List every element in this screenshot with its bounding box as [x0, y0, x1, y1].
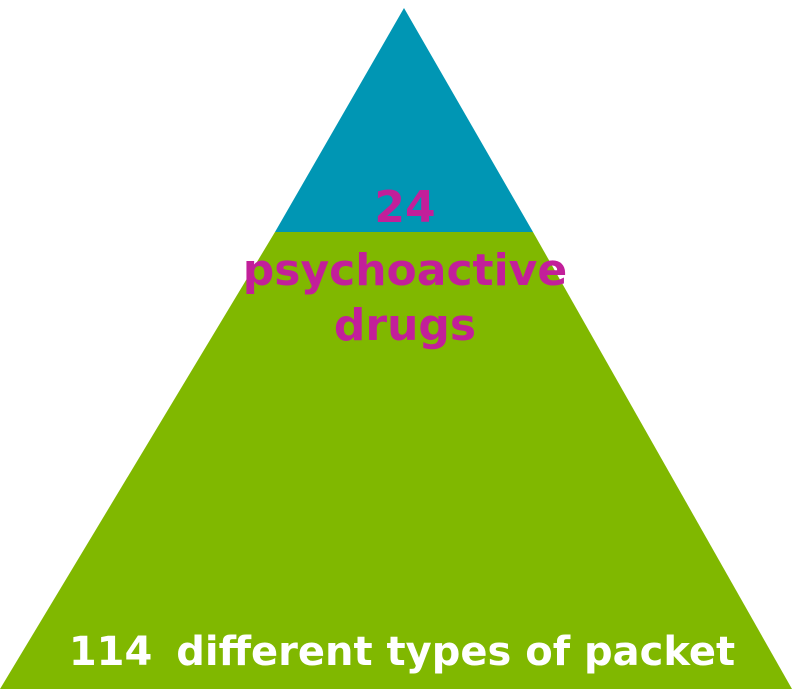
top-category-label-line2: drugs: [334, 300, 476, 351]
base-count-label: 114: [69, 629, 153, 675]
pyramid-top-section: [275, 8, 533, 232]
pyramid-base-section: [0, 232, 792, 689]
top-category-label-line1: psychoactive: [243, 245, 567, 296]
base-label: 114 different types of packet: [69, 629, 735, 675]
top-count-label: 24: [374, 182, 435, 233]
base-category-label: different types of packet: [176, 629, 735, 675]
